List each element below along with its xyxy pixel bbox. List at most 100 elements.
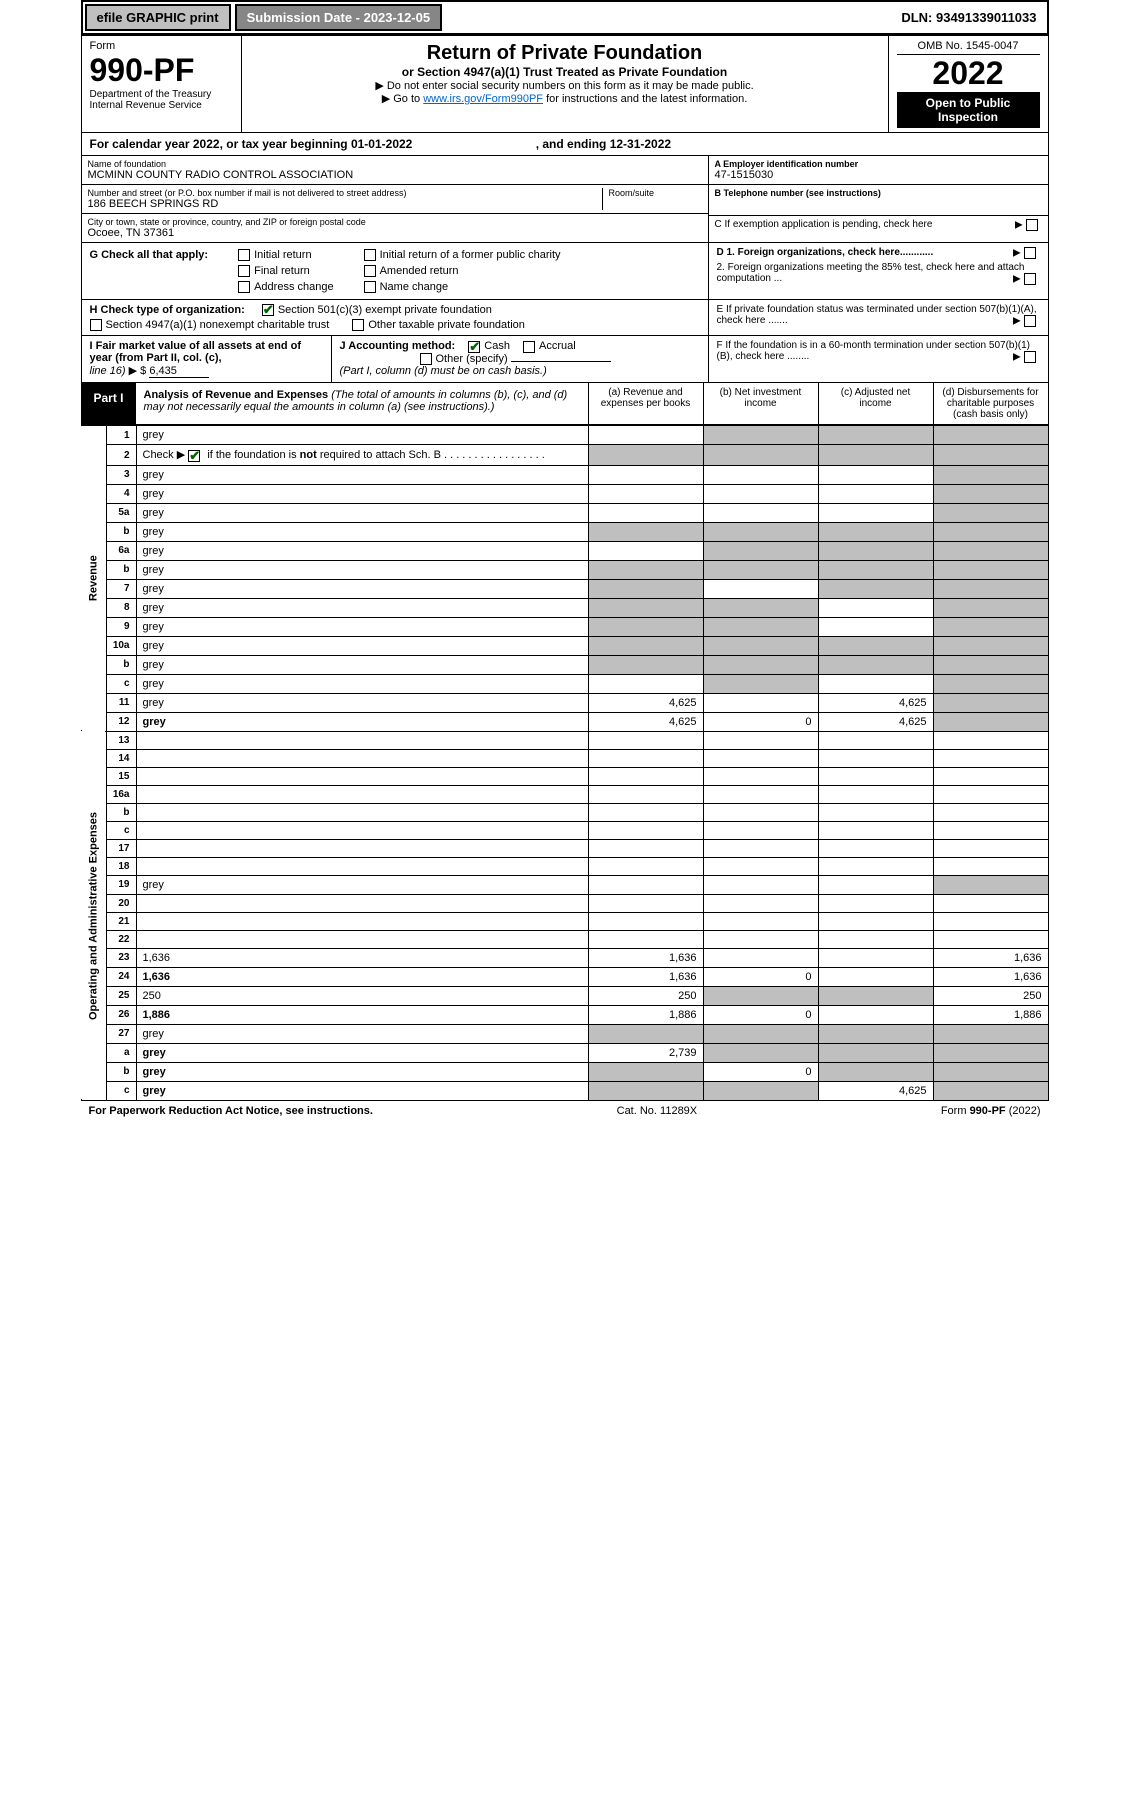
addr-label: Number and street (or P.O. box number if… <box>88 188 602 198</box>
footer-mid: Cat. No. 11289X <box>617 1105 698 1117</box>
c-label: C If exemption application is pending, c… <box>715 219 933 230</box>
cell-b <box>703 445 818 465</box>
e-checkbox[interactable] <box>1024 315 1036 327</box>
d2-checkbox[interactable] <box>1024 273 1036 285</box>
efile-print-button[interactable]: efile GRAPHIC print <box>85 4 231 31</box>
line-description: grey <box>136 1043 588 1062</box>
cb-501c3[interactable] <box>262 304 274 316</box>
tel-label: B Telephone number (see instructions) <box>715 188 1042 198</box>
cell-d <box>933 674 1048 693</box>
cell-d <box>933 655 1048 674</box>
cell-d <box>933 894 1048 912</box>
cell-d <box>933 803 1048 821</box>
cell-c <box>818 749 933 767</box>
irs-link[interactable]: www.irs.gov/Form990PF <box>423 93 543 105</box>
cb-accrual[interactable] <box>523 341 535 353</box>
line-number: 7 <box>106 579 136 598</box>
ein-value: 47-1515030 <box>715 169 1042 181</box>
line-number: 16a <box>106 785 136 803</box>
line-description: 1,636 <box>136 967 588 986</box>
h-e-row: H Check type of organization: Section 50… <box>81 300 1049 336</box>
cell-c <box>818 541 933 560</box>
cb-4947[interactable] <box>90 319 102 331</box>
cell-b <box>703 522 818 541</box>
open-to-public: Open to Public Inspection <box>897 92 1040 128</box>
line-number: 6a <box>106 541 136 560</box>
cb-initial-return[interactable] <box>238 249 250 261</box>
cb-initial-former[interactable] <box>364 249 376 261</box>
cell-d <box>933 426 1048 445</box>
cb-cash[interactable] <box>468 341 480 353</box>
line-number: 3 <box>106 465 136 484</box>
table-row: 22 <box>81 930 1048 948</box>
cell-a <box>588 1081 703 1100</box>
cell-c <box>818 894 933 912</box>
table-row: Revenue1grey <box>81 426 1048 445</box>
cell-b <box>703 484 818 503</box>
cell-c <box>818 579 933 598</box>
cell-b <box>703 749 818 767</box>
table-row: 261,8861,88601,886 <box>81 1005 1048 1024</box>
city-label: City or town, state or province, country… <box>88 217 702 227</box>
cb-final-return[interactable] <box>238 265 250 277</box>
cell-b <box>703 875 818 894</box>
cb-sch-b[interactable] <box>188 450 200 462</box>
line-description: grey <box>136 560 588 579</box>
cell-d <box>933 930 1048 948</box>
cell-c: 4,625 <box>818 1081 933 1100</box>
form-number: 990-PF <box>90 52 233 89</box>
cb-other-taxable[interactable] <box>352 319 364 331</box>
cb-address-change[interactable] <box>238 281 250 293</box>
cell-b <box>703 912 818 930</box>
line-description: Check ▶ if the foundation is not require… <box>136 445 588 465</box>
cell-a <box>588 674 703 693</box>
cell-a: 1,886 <box>588 1005 703 1024</box>
footer-right: Form 990-PF (2022) <box>941 1105 1041 1117</box>
line-number: b <box>106 803 136 821</box>
cell-a <box>588 749 703 767</box>
table-row: 241,6361,63601,636 <box>81 967 1048 986</box>
cell-a <box>588 636 703 655</box>
cell-b: 0 <box>703 1005 818 1024</box>
cell-a <box>588 821 703 839</box>
cell-c <box>818 484 933 503</box>
cell-d <box>933 1043 1048 1062</box>
cell-c <box>818 803 933 821</box>
h-label: H Check type of organization: <box>90 304 245 316</box>
line-description: grey <box>136 426 588 445</box>
cb-name-change[interactable] <box>364 281 376 293</box>
cell-a <box>588 785 703 803</box>
line-description <box>136 857 588 875</box>
form-header: Form 990-PF Department of the Treasury I… <box>81 35 1049 133</box>
dept-treasury: Department of the Treasury <box>90 89 233 100</box>
c-checkbox[interactable] <box>1026 219 1038 231</box>
cell-c <box>818 875 933 894</box>
instruction-2: ▶ Go to www.irs.gov/Form990PF for instru… <box>248 92 882 105</box>
cell-d: 1,636 <box>933 967 1048 986</box>
table-row: Operating and Administrative Expenses13 <box>81 731 1048 749</box>
line-description: grey <box>136 712 588 731</box>
e-label: E If private foundation status was termi… <box>717 304 1037 326</box>
table-row: 7grey <box>81 579 1048 598</box>
cell-d <box>933 912 1048 930</box>
cell-d: 1,636 <box>933 948 1048 967</box>
cb-other-method[interactable] <box>420 353 432 365</box>
j-note: (Part I, column (d) must be on cash basi… <box>340 365 547 377</box>
line-description: 250 <box>136 986 588 1005</box>
table-row: agrey2,739 <box>81 1043 1048 1062</box>
cell-d <box>933 598 1048 617</box>
f-checkbox[interactable] <box>1024 351 1036 363</box>
cell-b <box>703 767 818 785</box>
cb-amended-return[interactable] <box>364 265 376 277</box>
cell-d <box>933 465 1048 484</box>
cell-b <box>703 948 818 967</box>
cell-a <box>588 875 703 894</box>
line-number: 4 <box>106 484 136 503</box>
line-description: grey <box>136 655 588 674</box>
line-description: grey <box>136 522 588 541</box>
cell-b <box>703 636 818 655</box>
part1-tab: Part I <box>82 383 136 424</box>
line-number: 15 <box>106 767 136 785</box>
d1-checkbox[interactable] <box>1024 247 1036 259</box>
line-number: 11 <box>106 693 136 712</box>
